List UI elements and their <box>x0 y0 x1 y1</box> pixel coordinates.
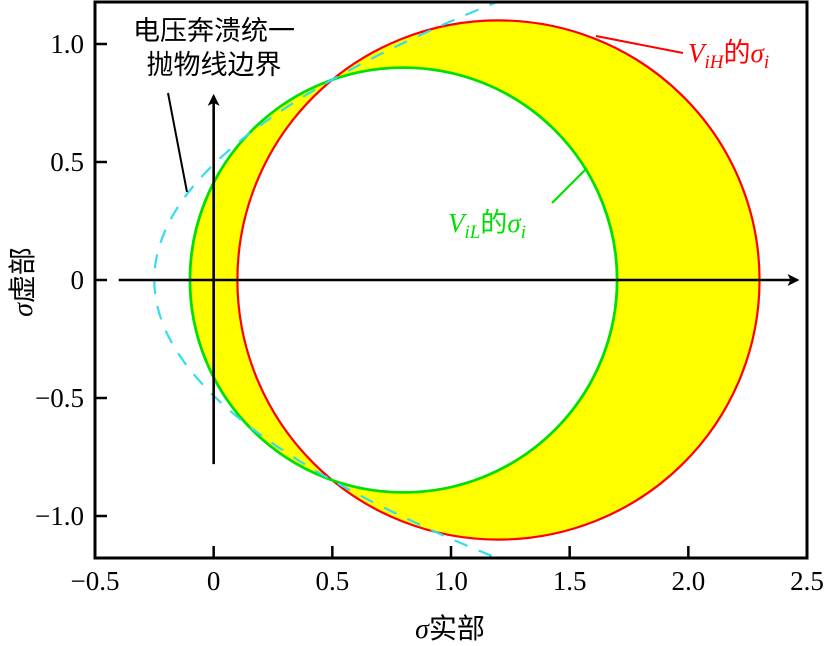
voltage-collapse-parabola <box>153 2 500 558</box>
vil-annotation: ViL的σi <box>448 167 588 243</box>
vih-leader-line <box>595 35 684 54</box>
x-tick-label: −0.5 <box>71 566 120 596</box>
y-axis-ticks: 1.0 0.5 0 −0.5 −1.0 <box>35 29 107 531</box>
x-axis-ticks: −0.5 0 0.5 1.0 1.5 2.0 2.5 <box>71 546 824 596</box>
boundary-annotation: 电压奔溃统一 抛物线边界 <box>133 16 295 193</box>
y-tick-label: 1.0 <box>50 29 84 59</box>
y-tick-label: 0 <box>71 265 85 295</box>
boundary-label-line1: 电压奔溃统一 <box>133 16 295 46</box>
y-tick-label: −0.5 <box>35 383 84 413</box>
y-tick-label: −1.0 <box>35 501 84 531</box>
vih-annotation: ViH的σi <box>595 35 769 73</box>
x-tick-label: 0.5 <box>315 566 349 596</box>
y-tick-label: 0.5 <box>50 147 84 177</box>
vil-label: ViL的σi <box>448 208 526 243</box>
plot-area <box>118 2 800 558</box>
boundary-label-line2: 抛物线边界 <box>147 50 282 80</box>
x-tick-label: 2.0 <box>671 566 705 596</box>
y-axis-title: σ虚部 <box>7 247 39 317</box>
vil-leader-line <box>551 167 588 204</box>
x-tick-label: 2.5 <box>790 566 824 596</box>
x-axis-title: σ实部 <box>415 613 485 645</box>
x-tick-label: 1.0 <box>434 566 468 596</box>
boundary-leader-line <box>167 92 188 193</box>
x-tick-label: 1.5 <box>553 566 587 596</box>
x-tick-label: 0 <box>207 566 221 596</box>
vih-label: ViH的σi <box>688 38 769 73</box>
